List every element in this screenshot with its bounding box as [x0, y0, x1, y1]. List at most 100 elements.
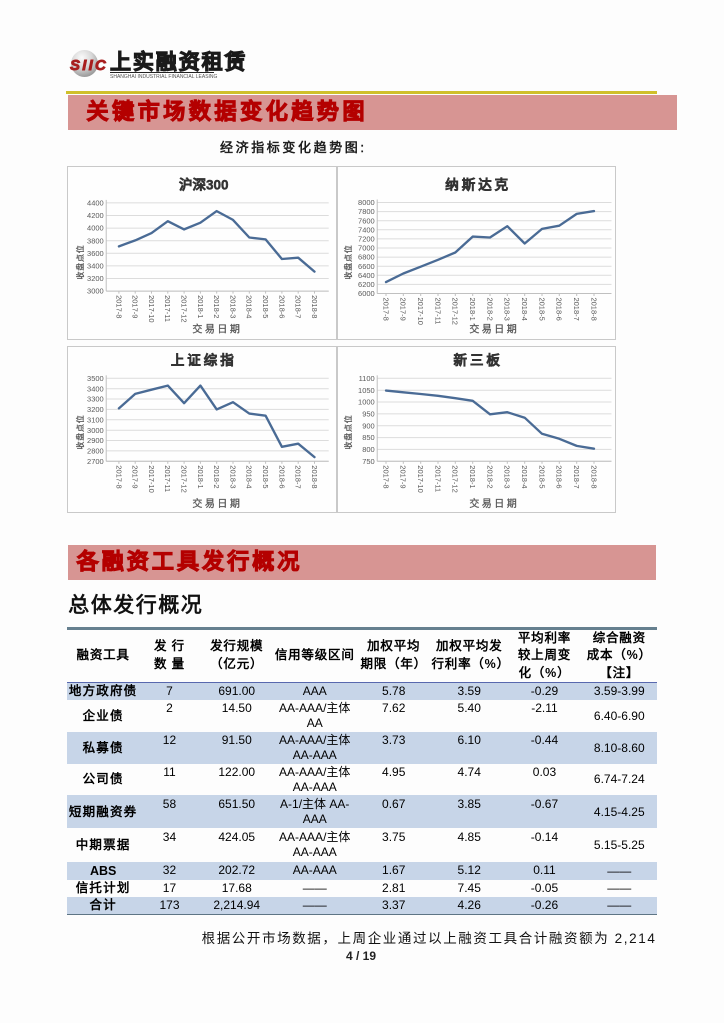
svg-text:2018-6: 2018-6 — [555, 298, 564, 321]
svg-text:3200: 3200 — [87, 405, 104, 414]
svg-text:交易日期: 交易日期 — [469, 323, 519, 336]
svg-text:2017-8: 2017-8 — [115, 465, 124, 488]
svg-text:2018-3: 2018-3 — [229, 465, 238, 488]
svg-text:6200: 6200 — [358, 280, 375, 289]
svg-text:2018-7: 2018-7 — [572, 298, 581, 321]
svg-text:2017-12: 2017-12 — [451, 465, 460, 492]
svg-text:2017-9: 2017-9 — [399, 465, 408, 488]
svg-text:4400: 4400 — [87, 199, 104, 208]
svg-text:2018-6: 2018-6 — [278, 465, 287, 488]
svg-text:2018-7: 2018-7 — [572, 465, 581, 488]
svg-text:2018-5: 2018-5 — [537, 465, 546, 488]
svg-text:交易日期: 交易日期 — [469, 496, 519, 509]
svg-text:2017-9: 2017-9 — [131, 465, 140, 488]
svg-text:2018-1: 2018-1 — [196, 295, 205, 318]
svg-text:950: 950 — [362, 409, 375, 418]
svg-text:沪深300: 沪深300 — [179, 177, 228, 193]
svg-text:3600: 3600 — [87, 249, 104, 258]
svg-text:8000: 8000 — [358, 198, 375, 207]
svg-text:2018-3: 2018-3 — [503, 465, 512, 488]
svg-text:2017-11: 2017-11 — [163, 465, 172, 492]
svg-text:收盘点位: 收盘点位 — [75, 414, 85, 449]
svg-text:2017-11: 2017-11 — [163, 295, 172, 322]
svg-text:6400: 6400 — [358, 271, 375, 280]
svg-text:交易日期: 交易日期 — [193, 323, 243, 336]
svg-text:2700: 2700 — [87, 457, 104, 466]
svg-text:7600: 7600 — [358, 217, 375, 226]
svg-text:3100: 3100 — [87, 415, 104, 424]
svg-text:2018-8: 2018-8 — [310, 295, 319, 318]
svg-text:6600: 6600 — [358, 262, 375, 271]
svg-text:2800: 2800 — [87, 446, 104, 455]
svg-text:2017-9: 2017-9 — [131, 295, 140, 318]
svg-text:2018-4: 2018-4 — [245, 465, 254, 488]
svg-text:收盘点位: 收盘点位 — [75, 245, 85, 280]
svg-text:2018-4: 2018-4 — [520, 465, 529, 488]
svg-text:2018-8: 2018-8 — [589, 298, 598, 321]
svg-text:7400: 7400 — [358, 226, 375, 235]
svg-text:7800: 7800 — [358, 207, 375, 216]
svg-text:2900: 2900 — [87, 436, 104, 445]
svg-text:800: 800 — [362, 445, 375, 454]
svg-text:2017-10: 2017-10 — [416, 298, 425, 325]
svg-text:3400: 3400 — [87, 384, 104, 393]
svg-text:2018-3: 2018-3 — [229, 295, 238, 318]
svg-text:2018-2: 2018-2 — [485, 298, 494, 321]
svg-text:2017-8: 2017-8 — [381, 465, 390, 488]
svg-text:2017-8: 2017-8 — [115, 295, 124, 318]
svg-text:4000: 4000 — [87, 224, 104, 233]
svg-text:6000: 6000 — [358, 289, 375, 298]
svg-text:收盘点位: 收盘点位 — [343, 245, 353, 280]
svg-text:2018-1: 2018-1 — [468, 298, 477, 321]
svg-text:上证综指: 上证综指 — [171, 352, 237, 368]
svg-text:3000: 3000 — [87, 287, 104, 296]
svg-text:2018-4: 2018-4 — [520, 298, 529, 321]
svg-text:2018-2: 2018-2 — [212, 295, 221, 318]
svg-text:3000: 3000 — [87, 425, 104, 434]
svg-text:2018-5: 2018-5 — [537, 298, 546, 321]
svg-text:2018-4: 2018-4 — [245, 295, 254, 318]
svg-text:7000: 7000 — [358, 244, 375, 253]
svg-text:3800: 3800 — [87, 237, 104, 246]
svg-text:6800: 6800 — [358, 253, 375, 262]
svg-text:4200: 4200 — [87, 211, 104, 220]
svg-text:2018-8: 2018-8 — [310, 465, 319, 488]
svg-text:2018-7: 2018-7 — [294, 295, 303, 318]
svg-text:2017-11: 2017-11 — [433, 298, 442, 325]
svg-text:850: 850 — [362, 433, 375, 442]
svg-text:收盘点位: 收盘点位 — [343, 414, 353, 449]
svg-text:2018-3: 2018-3 — [503, 298, 512, 321]
svg-text:2018-6: 2018-6 — [278, 295, 287, 318]
svg-text:2017-10: 2017-10 — [416, 465, 425, 492]
svg-text:2018-7: 2018-7 — [294, 465, 303, 488]
svg-text:900: 900 — [362, 421, 375, 430]
svg-text:3500: 3500 — [87, 374, 104, 383]
svg-text:3200: 3200 — [87, 274, 104, 283]
svg-text:2018-2: 2018-2 — [212, 465, 221, 488]
svg-text:7200: 7200 — [358, 235, 375, 244]
svg-text:2018-5: 2018-5 — [261, 295, 270, 318]
svg-text:2017-8: 2017-8 — [381, 298, 390, 321]
svg-text:2017-12: 2017-12 — [180, 465, 189, 492]
svg-text:3300: 3300 — [87, 394, 104, 403]
svg-text:2018-5: 2018-5 — [261, 465, 270, 488]
svg-text:交易日期: 交易日期 — [193, 496, 243, 509]
svg-text:1100: 1100 — [359, 374, 375, 383]
svg-text:750: 750 — [362, 457, 375, 466]
svg-text:3400: 3400 — [87, 262, 104, 271]
svg-text:2018-6: 2018-6 — [555, 465, 564, 488]
svg-text:1050: 1050 — [358, 385, 375, 394]
svg-text:2017-10: 2017-10 — [147, 295, 156, 322]
svg-text:新三板: 新三板 — [453, 352, 502, 368]
svg-text:2018-2: 2018-2 — [485, 465, 494, 488]
svg-text:2018-1: 2018-1 — [196, 465, 205, 488]
svg-text:2017-10: 2017-10 — [147, 465, 156, 492]
svg-text:2018-8: 2018-8 — [589, 465, 598, 488]
svg-text:2017-12: 2017-12 — [180, 295, 189, 322]
svg-text:1000: 1000 — [358, 397, 375, 406]
svg-text:2017-11: 2017-11 — [433, 465, 442, 492]
svg-text:纳斯达克: 纳斯达克 — [445, 177, 511, 193]
svg-text:2017-9: 2017-9 — [399, 298, 408, 321]
svg-text:2017-12: 2017-12 — [451, 298, 460, 325]
svg-text:2018-1: 2018-1 — [468, 465, 477, 488]
